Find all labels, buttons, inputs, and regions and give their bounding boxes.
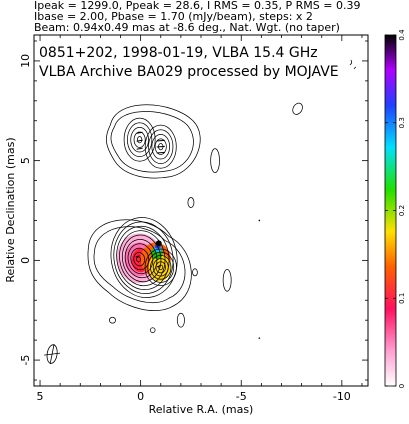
contour-north-east [133, 131, 146, 148]
contour-north-west [144, 124, 177, 169]
colorbar-tick-label: 0.4 [398, 29, 406, 41]
contour-edge-mark [349, 59, 357, 70]
contour-north-envelope [110, 111, 194, 173]
colorbar-tick-label: 0.3 [398, 117, 406, 128]
x-tick-label: -5 [236, 390, 247, 403]
contour-jet-knot [150, 254, 172, 280]
contour-dot [258, 219, 261, 222]
contour-core [119, 230, 166, 287]
y-tick-label: 10 [19, 54, 32, 68]
axis-ticks: 5 0 -5 -10 -5 0 5 10 [19, 35, 368, 403]
contour-north-west [148, 129, 174, 165]
contour-isolated [176, 312, 185, 328]
contour-core [116, 225, 170, 291]
contour-isolated [149, 327, 156, 333]
contour-isolated [187, 197, 195, 208]
plot-annotation-line-2: VLBA Archive BA029 processed by MOJAVE [39, 64, 339, 80]
contour-envelope [93, 226, 186, 304]
polarization-vector [136, 139, 143, 142]
contour-jet-knot [147, 251, 175, 283]
x-tick-label: 0 [137, 390, 144, 403]
y-tick-label: 5 [19, 157, 32, 164]
contour-core [133, 252, 146, 267]
beam-outline [46, 344, 58, 364]
polarization-vector [156, 151, 165, 154]
polarization-vector [156, 265, 161, 268]
contour-north-west [151, 133, 171, 160]
contour-isolated [192, 268, 198, 277]
contour-core [110, 217, 178, 298]
contour-isolated [109, 316, 116, 324]
contour-isolated [210, 148, 220, 173]
beam-ellipse [44, 344, 61, 365]
contour-isolated [222, 268, 232, 292]
contour-core [124, 239, 158, 279]
y-tick-label: -5 [19, 355, 32, 366]
contour-core [136, 256, 142, 263]
contour-core [127, 243, 154, 275]
polarization-vector [135, 255, 140, 258]
colorbar-tick-label: 0.1 [398, 293, 406, 304]
contour-core [113, 221, 174, 294]
x-tick-label: -10 [333, 390, 351, 403]
contour-isolated [292, 102, 303, 115]
colorbar-tick-label: 0 [398, 384, 406, 388]
contour-north-envelope [106, 104, 201, 179]
pol-fraction-region [155, 240, 162, 247]
polarization-vector [136, 147, 143, 150]
colorbar-tick-label: 0.2 [398, 205, 406, 216]
polarization-vectors [135, 131, 165, 268]
polarization-vector [156, 139, 165, 142]
x-axis-label: Relative R.A. (mas) [149, 403, 254, 416]
y-axis-label: Relative Declination (mas) [4, 137, 17, 282]
contour-north-east [136, 136, 143, 144]
contour-core [130, 247, 150, 271]
contour-north-east [127, 122, 153, 158]
plot-annotation-line-1: 0851+202, 1998-01-19, VLBA 15.4 GHz [39, 45, 318, 61]
x-tick-label: 5 [37, 390, 44, 403]
contour-dot [258, 337, 261, 339]
contour-north-east [123, 117, 156, 162]
contour-jet-knot [158, 264, 164, 271]
polarization-vector [136, 131, 143, 134]
colorbar-ticks: 0 0.1 0.2 0.3 0.4 [385, 29, 406, 388]
header-line-3: Beam: 0.94x0.49 mas at -8.6 deg., Nat. W… [34, 21, 340, 34]
contour-envelope [87, 219, 192, 311]
contour-north-east [130, 126, 149, 153]
contour-lines [87, 59, 357, 339]
contour-jet-knot [144, 248, 177, 287]
header-line-2: Ibase = 2.00, Pbase = 1.70 (mJy/beam), s… [34, 10, 313, 23]
beam-major-axis [49, 344, 55, 365]
header-line-1: Ipeak = 1299.0, Ppeak = 28.6, I RMS = 0.… [34, 0, 361, 12]
y-tick-label: 0 [19, 257, 32, 264]
contour-jet-knot [155, 261, 166, 274]
plot-frame [33, 34, 369, 387]
contour-north-west [154, 138, 167, 155]
polarization-vector [156, 145, 165, 148]
contour-jet-knot [152, 258, 169, 277]
